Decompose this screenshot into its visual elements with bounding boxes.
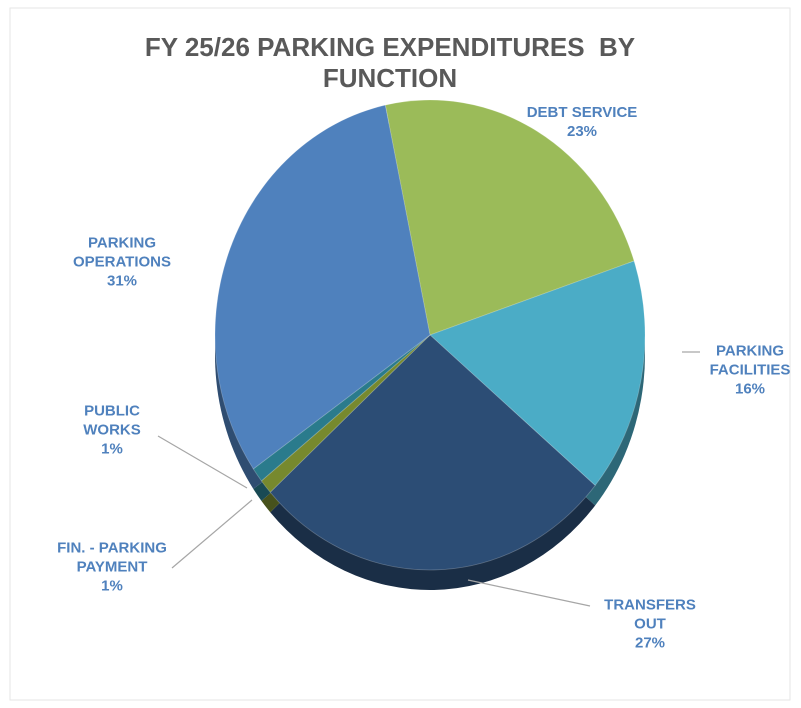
category-label: PARKING FACILITIES bbox=[709, 342, 791, 379]
category-label: FIN. - PARKING PAYMENT bbox=[57, 539, 167, 576]
leader-line bbox=[157, 435, 248, 489]
slice bbox=[214, 104, 431, 470]
category-label: DEBT SERVICE bbox=[526, 104, 638, 121]
slice bbox=[260, 334, 431, 493]
value-label: 1% bbox=[101, 440, 123, 458]
category-label: PUBLIC WORKS bbox=[83, 402, 141, 439]
data-label: FIN. - PARKING PAYMENT 1% bbox=[37, 539, 187, 596]
leader-line bbox=[171, 499, 253, 569]
value-label: 16% bbox=[734, 380, 766, 398]
slice bbox=[384, 99, 635, 336]
data-label: DEBT SERVICE 23% bbox=[497, 103, 667, 141]
data-label: PARKING FACILITIES 16% bbox=[695, 342, 801, 399]
data-label: TRANSFERS OUT 27% bbox=[595, 596, 705, 653]
value-label: 1% bbox=[101, 577, 123, 595]
data-label: PARKING OPERATIONS 31% bbox=[62, 234, 182, 291]
leader-line bbox=[467, 579, 591, 607]
value-label: 23% bbox=[566, 123, 598, 140]
data-label: PUBLIC WORKS 1% bbox=[62, 402, 162, 459]
chart-title: FY 25/26 PARKING EXPENDITURES BY FUNCTIO… bbox=[144, 32, 643, 93]
category-label: PARKING OPERATIONS bbox=[72, 234, 172, 271]
frame bbox=[9, 7, 791, 701]
value-label: 31% bbox=[106, 272, 138, 290]
slice bbox=[252, 334, 431, 482]
slice bbox=[429, 260, 646, 487]
category-label: TRANSFERS OUT bbox=[604, 596, 696, 633]
slice bbox=[269, 334, 596, 571]
value-label: 27% bbox=[634, 634, 666, 652]
